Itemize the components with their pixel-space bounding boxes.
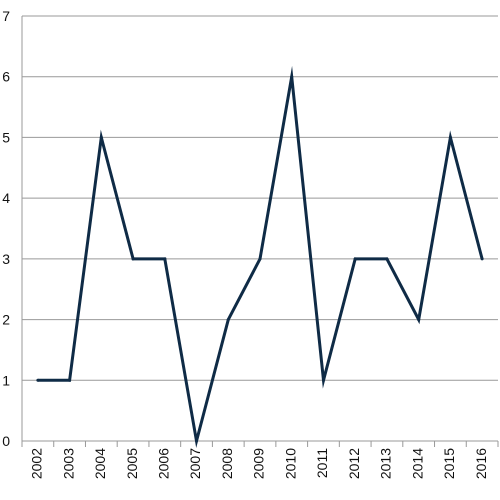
data-point-2016 (480, 257, 484, 261)
data-point-2014 (417, 318, 421, 322)
data-point-2008 (226, 318, 230, 322)
y-tick-label: 5 (2, 129, 10, 145)
data-point-2002 (36, 378, 40, 382)
x-tick-label: 2005 (124, 448, 140, 479)
y-axis-ticks: 0 1 2 3 4 5 6 7 (2, 8, 10, 449)
series-layer (36, 65, 484, 449)
y-tick-label: 2 (2, 312, 10, 328)
x-tick-label: 2003 (60, 448, 76, 479)
x-tick-label: 2016 (473, 448, 489, 479)
x-tick-label: 2008 (219, 448, 235, 479)
y-tick-label: 6 (2, 69, 10, 85)
x-axis-ticks: 2002 2003 2004 2005 2006 2007 2008 2009 2010 2011… (21, 441, 499, 479)
gridlines (21, 15, 498, 442)
data-point-2012 (353, 257, 357, 261)
data-point-2005 (131, 257, 135, 261)
x-tick-label: 2006 (156, 448, 172, 479)
y-tick-label: 7 (2, 8, 10, 24)
y-tick-label: 0 (2, 433, 10, 449)
x-tick-label: 2014 (409, 448, 425, 479)
data-point-2009 (258, 257, 262, 261)
y-tick-label: 4 (2, 190, 10, 206)
x-tick-label: 2011 (314, 448, 330, 478)
data-point-2004 (99, 135, 103, 139)
data-point-2013 (385, 257, 389, 261)
x-tick-label: 2002 (29, 448, 45, 479)
x-tick-label: 2010 (282, 448, 298, 479)
data-point-2010 (290, 75, 294, 79)
data-point-2006 (163, 257, 167, 261)
x-tick-label: 2009 (251, 448, 267, 479)
x-tick-label: 2004 (92, 448, 108, 479)
x-tick-label: 2007 (187, 448, 203, 479)
data-point-2003 (68, 378, 72, 382)
x-tick-label: 2013 (378, 448, 394, 479)
data-point-2011 (321, 378, 325, 382)
data-point-2015 (448, 135, 452, 139)
x-tick-label: 2012 (346, 448, 362, 479)
data-point-2007 (195, 439, 199, 443)
y-tick-label: 1 (2, 372, 10, 388)
y-tick-label: 3 (2, 251, 10, 267)
x-tick-label: 2015 (441, 448, 457, 479)
